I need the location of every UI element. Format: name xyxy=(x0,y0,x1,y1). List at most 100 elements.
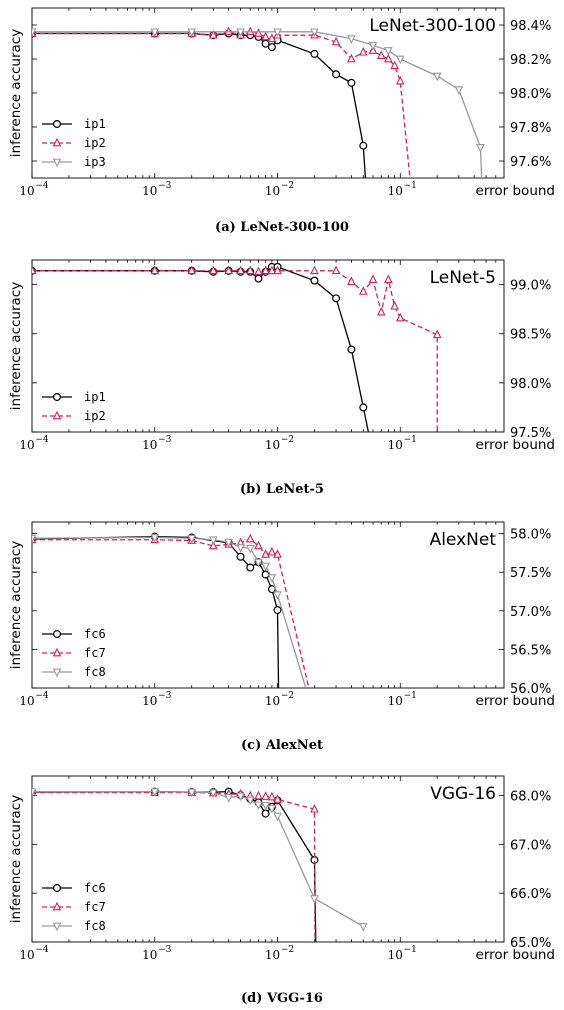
x-tick-exponent: −2 xyxy=(281,181,294,191)
data-point-ip2 xyxy=(261,265,270,275)
legend-label: fc7 xyxy=(84,900,106,914)
chart-panel-2: 10 −4 10 −3 10 −2 10 −1 error bound97.5%98.0%98.… xyxy=(8,259,555,453)
data-point-ip2 xyxy=(245,265,255,275)
data-point-ip3 xyxy=(476,144,485,153)
data-point-ip3 xyxy=(310,28,319,38)
y-tick-label: 68.0% xyxy=(510,790,551,805)
data-point-fc8 xyxy=(187,534,196,544)
data-point-ip1 xyxy=(310,49,319,58)
data-point-ip3 xyxy=(384,47,393,56)
data-point-ip3 xyxy=(236,28,245,38)
figure-caption: (c) AlexNet xyxy=(241,738,323,753)
legend-marker-ip2 xyxy=(52,137,62,147)
data-point-ip1 xyxy=(267,43,276,52)
data-point-fc8 xyxy=(245,796,255,806)
series-line-fc7 xyxy=(32,538,310,688)
data-point-ip3 xyxy=(395,55,405,65)
x-tick-label: 10 xyxy=(142,438,157,452)
series-line-ip1 xyxy=(32,266,370,432)
chart-title: AlexNet xyxy=(430,530,497,550)
y-tick-label: 57.0% xyxy=(510,605,551,620)
series-layer xyxy=(32,262,442,432)
data-point-ip2 xyxy=(347,53,356,63)
y-tick-label: 97.8% xyxy=(510,121,551,136)
data-point-ip2 xyxy=(376,50,386,59)
data-point-ip2 xyxy=(390,300,399,310)
data-point-fc8 xyxy=(359,923,368,932)
data-point-fc8 xyxy=(261,801,270,811)
legend-label: fc8 xyxy=(84,665,106,679)
legend-marker-ip3 xyxy=(52,158,62,168)
legend-label: ip1 xyxy=(84,390,106,404)
x-tick-label: 10 xyxy=(19,184,34,198)
y-axis-label: inference accuracy xyxy=(8,795,24,923)
data-point-ip2 xyxy=(236,265,245,275)
data-point-fc8 xyxy=(224,794,233,803)
data-point-fc7 xyxy=(310,803,319,813)
data-point-ip2 xyxy=(150,265,160,275)
data-point-fc7 xyxy=(267,791,277,801)
data-point-fc8 xyxy=(254,558,263,568)
x-tick-label: 10 xyxy=(265,184,280,198)
data-point-fc8 xyxy=(32,534,37,544)
data-point-ip2 xyxy=(209,29,218,39)
data-point-ip2 xyxy=(376,306,386,316)
data-point-ip2 xyxy=(395,75,405,85)
series-line-fc7 xyxy=(32,791,316,942)
y-tick-label: 58.0% xyxy=(510,528,551,543)
x-tick-label: 10 xyxy=(388,438,403,452)
data-point-ip2 xyxy=(395,312,405,322)
y-tick-label: 97.6% xyxy=(510,155,551,170)
y-axis-label: inference accuracy xyxy=(8,282,24,410)
plot-frame xyxy=(31,775,505,943)
x-tick-label: 10 xyxy=(142,694,157,708)
y-tick-label: 98.4% xyxy=(510,19,551,34)
series-layer xyxy=(32,26,485,178)
data-point-fc6 xyxy=(261,809,270,818)
y-tick-label: 98.5% xyxy=(510,328,551,343)
legend-marker-fc8 xyxy=(52,922,62,932)
data-point-ip2 xyxy=(359,46,368,56)
data-point-ip1 xyxy=(347,345,356,354)
data-point-ip1 xyxy=(347,78,356,87)
x-tick-exponent: −3 xyxy=(158,181,172,191)
data-point-ip2 xyxy=(209,265,218,275)
data-point-fc7 xyxy=(261,791,270,800)
data-point-fc7 xyxy=(254,540,263,550)
data-point-fc7 xyxy=(209,540,218,550)
data-point-ip3 xyxy=(432,72,442,82)
data-point-ip3 xyxy=(32,28,37,38)
data-point-ip1 xyxy=(310,276,319,285)
y-tick-label: 98.0% xyxy=(510,87,551,102)
data-point-ip3 xyxy=(150,28,160,38)
data-point-fc8 xyxy=(209,789,218,798)
chart-panel-3: 10 −4 10 −3 10 −2 10 −1 error bound56.0%56.5%57.… xyxy=(8,521,555,709)
series-line-fc6 xyxy=(32,790,317,942)
data-point-fc6 xyxy=(236,552,245,561)
data-point-ip2 xyxy=(261,31,270,41)
plot-frame xyxy=(31,259,505,433)
figure-caption: (d) VGG-16 xyxy=(241,991,323,1006)
x-tick-exponent: −4 xyxy=(35,691,49,701)
data-point-ip3 xyxy=(368,42,378,51)
x-tick-label: 10 xyxy=(265,438,280,452)
series-layer xyxy=(32,787,368,942)
data-point-ip2 xyxy=(359,286,368,295)
data-point-ip2 xyxy=(432,329,442,339)
x-tick-exponent: −2 xyxy=(281,435,294,445)
x-tick-label: 10 xyxy=(265,694,280,708)
y-tick-label: 67.0% xyxy=(510,838,551,853)
figure-caption: (b) LeNet-5 xyxy=(240,482,324,497)
data-point-fc7 xyxy=(254,790,263,800)
legend-marker-fc7 xyxy=(52,647,62,657)
data-point-ip2 xyxy=(390,60,399,70)
x-tick-label: 10 xyxy=(19,948,34,962)
legend-marker-fc6 xyxy=(52,629,61,638)
chart-title: LeNet-300-100 xyxy=(369,16,496,36)
data-point-ip2 xyxy=(273,265,282,275)
x-tick-exponent: −4 xyxy=(35,181,49,191)
x-tick-exponent: −3 xyxy=(158,945,172,955)
chart-title: LeNet-5 xyxy=(430,268,496,288)
legend-label: fc6 xyxy=(84,881,106,895)
data-point-fc8 xyxy=(273,812,282,822)
